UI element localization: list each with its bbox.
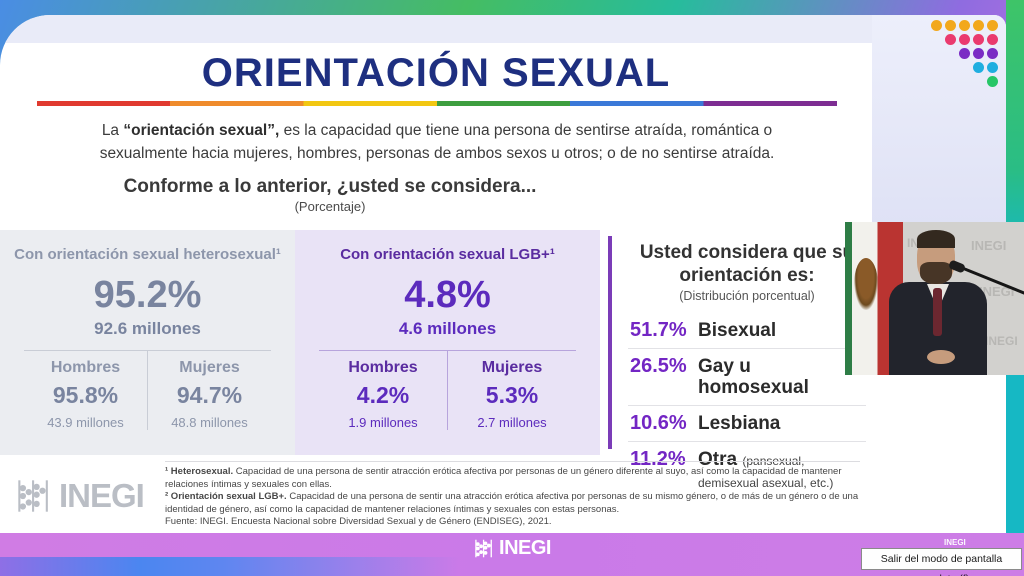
row-label-text: Gay u homosexual — [698, 355, 809, 399]
distribution-row: 10.6% Lesbiana — [628, 405, 866, 441]
men-label: Hombres — [50, 358, 121, 376]
dots-decoration-icon — [928, 18, 998, 88]
purple-accent-bar — [608, 236, 612, 449]
row-label: Lesbiana — [698, 412, 780, 435]
panel-heterosexual-title: Con orientación sexual heterosexual¹ — [14, 246, 281, 263]
intro-bold: “orientación sexual”, — [123, 122, 280, 139]
row-label: Bisexual — [698, 319, 776, 342]
men-millions: 43.9 millones — [47, 414, 124, 430]
inegi-abacus-icon — [475, 539, 492, 558]
footnote-1-term: ¹ Heterosexual. — [165, 466, 234, 477]
distribution-row: 51.7% Bisexual — [628, 313, 866, 348]
women-pct: 5.3% — [485, 381, 539, 408]
backdrop-blue-glow — [0, 557, 500, 576]
slide-title: ORIENTACIÓN SEXUAL — [201, 51, 671, 95]
inegi-watermark: INEGI — [979, 284, 1015, 299]
fullscreen-exit-tooltip: Salir del modo de pantalla completa (f) — [861, 548, 1022, 576]
men-pct: 4.2% — [356, 381, 410, 408]
speaker-beard — [920, 262, 952, 284]
question-unit: (Porcentaje) — [294, 199, 366, 214]
women-millions: 2.7 millones — [477, 414, 547, 430]
speaker-hand — [927, 350, 955, 364]
distribution-row: 26.5% Gay u homosexual — [628, 347, 866, 406]
row-label: Gay u homosexual — [698, 355, 866, 400]
question-text: Conforme a lo anterior, ¿usted se consid… — [123, 176, 537, 197]
footnote-2-text: Capacidad de una persona de sentir una a… — [165, 491, 859, 515]
speaker-hair — [917, 230, 955, 248]
row-pct: 10.6% — [630, 412, 687, 435]
women-millions: 48.8 millones — [171, 414, 248, 430]
row-pct: 26.5% — [630, 354, 687, 377]
row-pct: 11.2% — [630, 448, 686, 471]
footnote-1: ¹ Heterosexual. Capacidad de una persona… — [165, 466, 860, 491]
speaker-tie — [933, 288, 942, 336]
intro-text: La “orientación sexual”, es la capacidad… — [63, 119, 811, 166]
question-block: Conforme a lo anterior, ¿usted se consid… — [118, 176, 542, 214]
distribution-row: 11.2% Otra (pansexual, demisexual asexua… — [628, 441, 866, 499]
inegi-watermark: INEGI — [985, 334, 1018, 348]
distribution-subtitle: (Distribución porcentual) — [679, 288, 815, 303]
inegi-logo-text: INEGI — [499, 537, 551, 559]
intro-prefix: La — [101, 122, 124, 139]
rainbow-divider — [37, 101, 837, 106]
slide: ORIENTACIÓN SEXUAL La “orientación sexua… — [0, 15, 1006, 533]
distribution-title: Usted considera que su orientación es: — [639, 242, 855, 286]
footnote-2: ² Orientación sexual LGB+. Capacidad de … — [165, 491, 860, 516]
inegi-abacus-icon — [18, 480, 48, 512]
men-label: Hombres — [348, 358, 418, 376]
women-pct: 94.7% — [176, 381, 243, 408]
women-label: Mujeres — [179, 358, 240, 376]
inegi-logo-text: INEGI — [59, 477, 145, 514]
lgb-total-pct: 4.8% — [404, 273, 491, 316]
row-pct: 51.7% — [630, 318, 687, 341]
inegi-logo-gray: INEGI — [14, 477, 145, 515]
card-top-band — [0, 15, 1006, 43]
heterosexual-total-pct: 95.2% — [93, 273, 202, 316]
heterosexual-men-col: Hombres 95.8% 43.9 millones — [24, 350, 148, 430]
lgb-total-millions: 4.6 millones — [398, 318, 497, 338]
panel-lgb: Con orientación sexual LGB+¹ 4.8% 4.6 mi… — [295, 230, 600, 455]
row-label-text: Bisexual — [698, 319, 777, 341]
lgb-men-col: Hombres 4.2% 1.9 millones — [319, 350, 448, 430]
speaker-video: INEGI INEGI INEGI INEGI — [845, 222, 1024, 375]
footnotes: ¹ Heterosexual. Capacidad de una persona… — [165, 461, 860, 529]
heterosexual-total-millions: 92.6 millones — [94, 318, 201, 338]
inegi-watermark: INEGI — [971, 238, 1007, 253]
eagle-emblem-icon — [854, 258, 878, 310]
footnote-2-term: ² Orientación sexual LGB+. — [165, 491, 287, 503]
lgb-women-col: Mujeres 5.3% 2.7 millones — [448, 351, 576, 430]
row-label: Otra (pansexual, demisexual asexual, etc… — [698, 448, 866, 493]
men-pct: 95.8% — [52, 381, 119, 408]
heterosexual-women-col: Mujeres 94.7% 48.8 millones — [148, 351, 271, 430]
panel-heterosexual: Con orientación sexual heterosexual¹ 95.… — [0, 230, 295, 455]
panel-lgb-title: Con orientación sexual LGB+¹ — [340, 246, 555, 263]
inegi-logo-mini: INEGI — [944, 538, 966, 547]
men-millions: 1.9 millones — [348, 414, 418, 430]
intro-rest: es la capacidad que tiene una persona de… — [99, 122, 775, 163]
women-label: Mujeres — [481, 358, 543, 376]
source-line: Fuente: INEGI. Encuesta Nacional sobre D… — [165, 516, 552, 528]
row-label-text: Lesbiana — [698, 413, 781, 435]
panel-distribution: Usted considera que su orientación es: (… — [600, 230, 872, 490]
row-label-text: Otra — [698, 449, 738, 471]
footnote-1-text: Capacidad de una persona de sentir atrac… — [165, 466, 842, 490]
inegi-logo-banner: INEGI — [473, 537, 551, 560]
